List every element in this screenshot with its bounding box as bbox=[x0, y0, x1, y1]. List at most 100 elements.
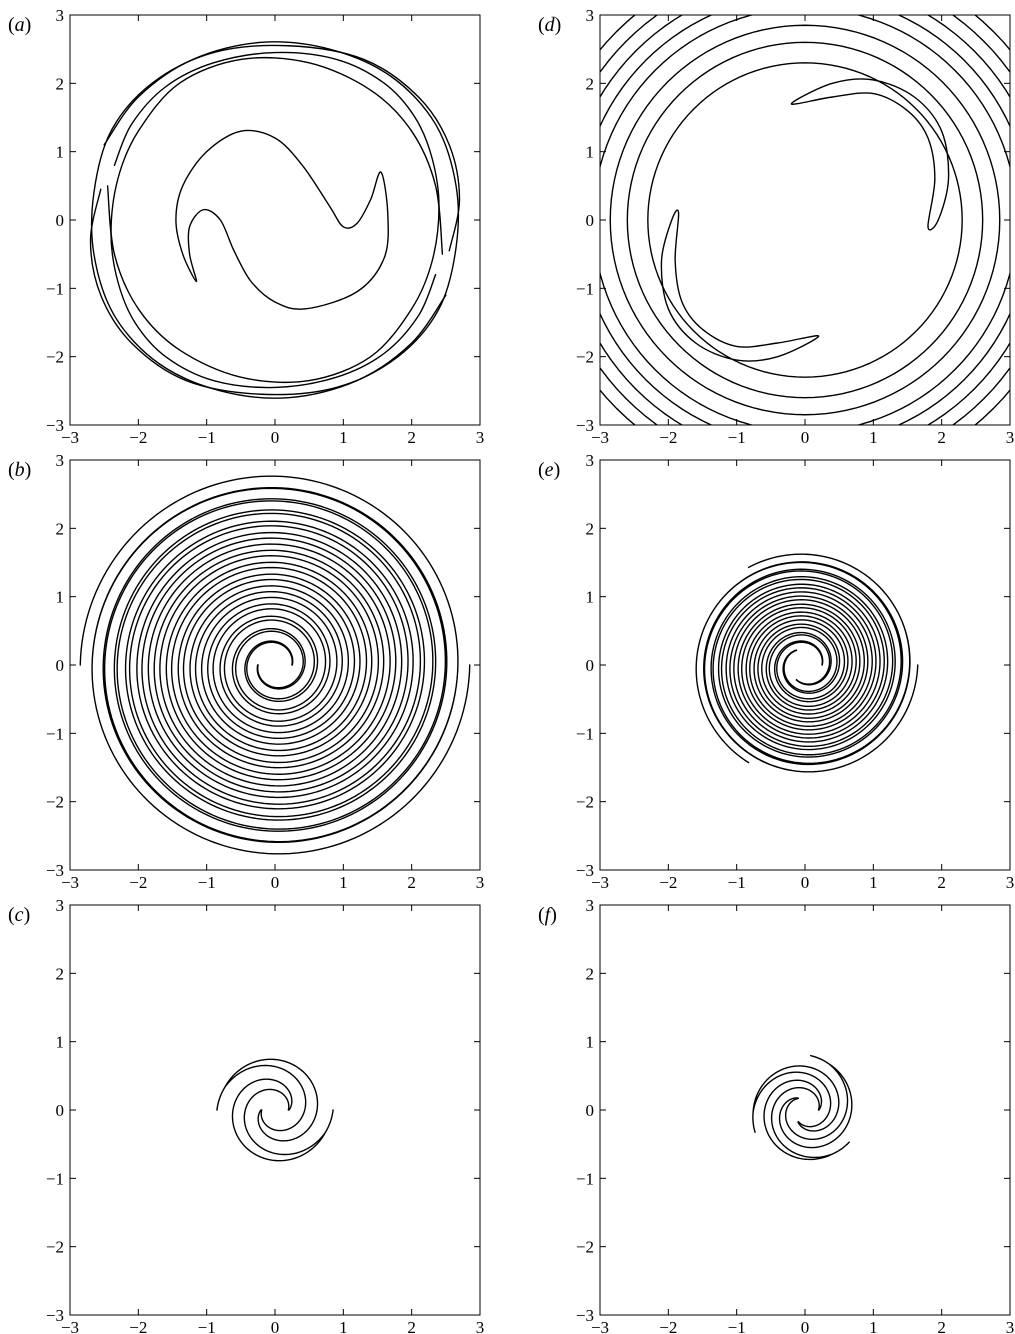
panel-c-ytick-label: 2 bbox=[56, 964, 65, 983]
panel-f-xtick-label: 0 bbox=[801, 1318, 810, 1334]
panel-d-ring-8 bbox=[600, 15, 1010, 425]
panel-d-ring-7 bbox=[600, 15, 1010, 425]
panel-d-ring-2 bbox=[626, 41, 984, 399]
panel-f-xtick-label: −2 bbox=[659, 1318, 677, 1334]
panel-a-ytick-label: 2 bbox=[56, 74, 65, 93]
panel-a-label: (a) bbox=[8, 14, 31, 36]
panel-a: −3 −2 −1 0 1 2 3 −3 −2 −1 0 1 2 3 (a) bbox=[8, 6, 484, 447]
panel-f-xtick-label: 1 bbox=[869, 1318, 878, 1334]
panel-b-contours bbox=[79, 475, 471, 855]
panel-d-ytick-label: 3 bbox=[586, 6, 595, 25]
panel-f-ytick-label: 3 bbox=[586, 896, 595, 915]
panel-f-frame bbox=[599, 904, 1011, 1316]
panel-e-ytick-label: 0 bbox=[586, 656, 595, 675]
panel-d-ring-1 bbox=[647, 62, 963, 378]
panel-f: −3 −2 −1 0 1 2 3 −3 −2 −1 0 1 2 3 (f) bbox=[538, 896, 1014, 1334]
panel-e-xtick-label: −1 bbox=[728, 873, 746, 892]
panel-a-frame bbox=[69, 14, 481, 426]
panel-b-ytick-label: −3 bbox=[46, 861, 64, 880]
panel-f-xtick-label: −1 bbox=[728, 1318, 746, 1334]
panel-e-contours bbox=[695, 553, 919, 773]
panel-e-ytick-label: −1 bbox=[576, 724, 594, 743]
panel-d-frame bbox=[599, 14, 1011, 426]
panel-e-ytick-label: 2 bbox=[586, 519, 595, 538]
panel-b-spiral-arm-1 bbox=[79, 475, 459, 844]
panel-e-spiral-arm-3 bbox=[695, 561, 904, 764]
panel-c-spiral-arm-1 bbox=[231, 1078, 334, 1162]
panel-f-spiral-arm-2 bbox=[778, 1054, 853, 1149]
panel-d-ring-3 bbox=[609, 24, 1001, 416]
panel-a-ytick-label: −1 bbox=[46, 279, 64, 298]
panel-e-xtick-label: −3 bbox=[591, 873, 609, 892]
panel-a-ytick-label: −3 bbox=[46, 416, 64, 435]
panel-a-xtick-label: 2 bbox=[407, 428, 416, 447]
panel-f-ytick-label: 1 bbox=[586, 1033, 595, 1052]
panel-d-label: (d) bbox=[538, 14, 561, 36]
panel-a-contour-3 bbox=[110, 56, 444, 389]
panel-a-ytick-label: 1 bbox=[56, 143, 65, 162]
panel-b-ytick-label: 1 bbox=[56, 588, 65, 607]
panel-c-ytick-label: 0 bbox=[56, 1101, 65, 1120]
panel-e-spiral-arm-1 bbox=[703, 568, 919, 773]
panel-d: −3 −2 −1 0 1 2 3 −3 −2 −1 0 1 2 3 (d) bbox=[538, 6, 1014, 447]
panel-b-label: (b) bbox=[8, 459, 31, 481]
panel-d-ytick-label: 0 bbox=[586, 211, 595, 230]
panel-c-xtick-label: −3 bbox=[61, 1318, 79, 1334]
panel-b-spiral-arm-2 bbox=[91, 486, 471, 855]
panel-a-xtick-label: 0 bbox=[271, 428, 280, 447]
panel-e-spiral-arm-2 bbox=[710, 553, 911, 766]
panel-c-ytick-label: −3 bbox=[46, 1306, 64, 1325]
panel-f-ytick-label: 2 bbox=[586, 964, 595, 983]
panel-b-xtick-label: 0 bbox=[271, 873, 280, 892]
panel-f-ytick-label: 0 bbox=[586, 1101, 595, 1120]
panel-a-ytick-label: −2 bbox=[46, 348, 64, 367]
panel-e-ytick-label: −2 bbox=[576, 793, 594, 812]
panel-f-spiral-arm-1 bbox=[763, 1079, 850, 1161]
panel-d-ytick-label: 1 bbox=[586, 143, 595, 162]
panel-b-ytick-label: 3 bbox=[56, 451, 65, 470]
panel-e-xtick-label: −2 bbox=[659, 873, 677, 892]
panel-b-xtick-label: −2 bbox=[129, 873, 147, 892]
panel-b-xtick-label: 2 bbox=[407, 873, 416, 892]
panel-d-xtick-label: 2 bbox=[937, 428, 946, 447]
panel-d-contours bbox=[600, 15, 1010, 425]
panel-b-xtick-label: 3 bbox=[476, 873, 485, 892]
panel-a-xtick-label: 1 bbox=[339, 428, 348, 447]
panel-b-xtick-label: −1 bbox=[198, 873, 216, 892]
panel-d-ytick-label: −3 bbox=[576, 416, 594, 435]
panel-a-xtick-label: −2 bbox=[129, 428, 147, 447]
panel-c-ytick-label: −2 bbox=[46, 1238, 64, 1257]
panel-f-label: (f) bbox=[538, 904, 557, 926]
panel-d-ring-6 bbox=[600, 15, 1010, 425]
panel-d-xtick-label: −3 bbox=[591, 428, 609, 447]
panel-a-xtick-label: −3 bbox=[61, 428, 79, 447]
panel-c-ytick-label: −1 bbox=[46, 1169, 64, 1188]
panel-b-ytick-label: 0 bbox=[56, 656, 65, 675]
panel-b-ytick-label: −1 bbox=[46, 724, 64, 743]
panel-d-xtick-label: −2 bbox=[659, 428, 677, 447]
panel-c-xtick-label: 0 bbox=[271, 1318, 280, 1334]
panel-a-contour-2 bbox=[106, 51, 440, 384]
panel-a-xtick-label: −1 bbox=[198, 428, 216, 447]
panel-c-xtick-label: −1 bbox=[198, 1318, 216, 1334]
panel-a-ytick-label: 3 bbox=[56, 6, 65, 25]
panel-d-contour-2 bbox=[660, 209, 820, 362]
panel-b-ytick-label: −2 bbox=[46, 793, 64, 812]
panel-f-contours bbox=[752, 1054, 853, 1161]
panel-c-ytick-label: 1 bbox=[56, 1033, 65, 1052]
panel-c: −3 −2 −1 0 1 2 3 −3 −2 −1 0 1 2 3 (c) bbox=[8, 896, 484, 1334]
panel-f-ytick-label: −2 bbox=[576, 1238, 594, 1257]
panel-d-ytick-label: −2 bbox=[576, 348, 594, 367]
panel-f-ytick-label: −1 bbox=[576, 1169, 594, 1188]
panel-d-xtick-label: 1 bbox=[869, 428, 878, 447]
panel-a-contour-5 bbox=[90, 44, 461, 399]
panel-e-ytick-label: 1 bbox=[586, 588, 595, 607]
panel-a-contour-4 bbox=[89, 41, 460, 396]
panel-e: −3 −2 −1 0 1 2 3 −3 −2 −1 0 1 2 3 (e) bbox=[538, 451, 1014, 892]
panel-d-ytick-label: −1 bbox=[576, 279, 594, 298]
panel-b-ytick-label: 2 bbox=[56, 519, 65, 538]
panel-e-xtick-label: 2 bbox=[937, 873, 946, 892]
panel-a-xtick-label: 3 bbox=[476, 428, 485, 447]
panel-c-label: (c) bbox=[8, 904, 30, 926]
panel-c-frame bbox=[69, 904, 481, 1316]
